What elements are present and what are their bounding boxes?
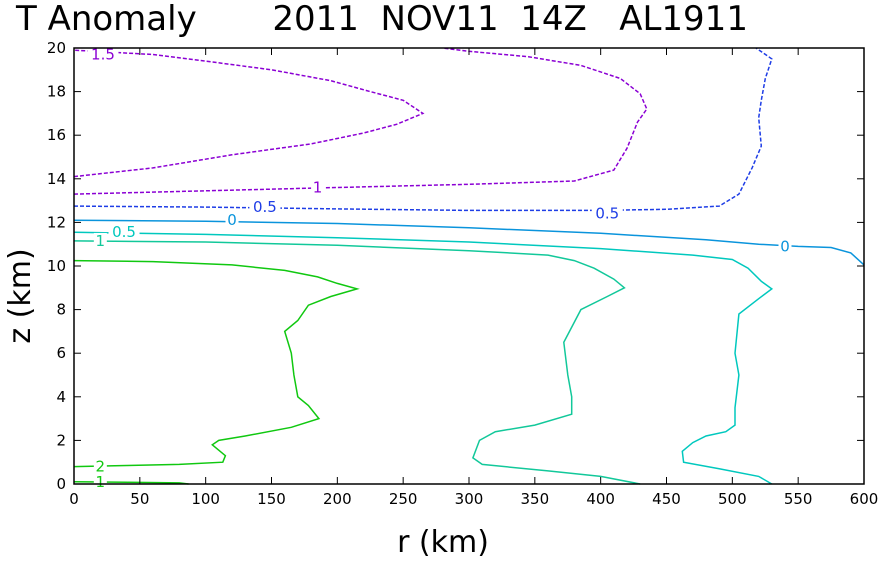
x-tick-label-3: 150 bbox=[257, 490, 286, 508]
y-tick-label-9: 18 bbox=[47, 83, 66, 101]
contour-label-2-0: 0.5 bbox=[253, 198, 277, 216]
x-axis-label: r (km) bbox=[397, 525, 489, 558]
chart-title: T Anomaly 2011 NOV11 14Z AL1911 bbox=[15, 0, 748, 39]
x-tick-label-12: 600 bbox=[850, 490, 879, 508]
y-axis-label: z (km) bbox=[3, 248, 38, 343]
x-tick-label-10: 500 bbox=[718, 490, 747, 508]
y-tick-label-1: 2 bbox=[56, 431, 66, 449]
contour-line-0 bbox=[73, 49, 425, 178]
y-tick-label-7: 14 bbox=[47, 170, 66, 188]
x-tick-label-6: 300 bbox=[455, 490, 484, 508]
y-tick-label-8: 16 bbox=[47, 126, 66, 144]
x-tick-label-4: 200 bbox=[323, 490, 352, 508]
contour-line-4 bbox=[73, 231, 774, 485]
y-tick-label-3: 6 bbox=[56, 344, 66, 362]
y-tick-label-10: 20 bbox=[47, 39, 66, 57]
contour-label-bg-1-0 bbox=[311, 179, 325, 196]
x-tick-label-0: 0 bbox=[69, 490, 79, 508]
x-tick-label-8: 400 bbox=[586, 490, 615, 508]
contour-line-2 bbox=[73, 47, 773, 212]
contour-line-6 bbox=[73, 259, 360, 468]
x-tick-label-5: 250 bbox=[389, 490, 418, 508]
x-tick-label-9: 450 bbox=[652, 490, 681, 508]
contour-label-4-0: 0.5 bbox=[112, 223, 136, 241]
y-tick-label-6: 12 bbox=[47, 213, 66, 231]
y-tick-label-2: 4 bbox=[56, 388, 66, 406]
contour-label-2-1: 0.5 bbox=[595, 205, 619, 223]
contour-label-bg-2-0 bbox=[249, 199, 281, 216]
contour-label-bg-3-1 bbox=[778, 238, 792, 255]
contour-label-bg-6-1 bbox=[93, 473, 107, 490]
contour-label-bg-3-0 bbox=[225, 212, 239, 229]
x-tick-label-11: 550 bbox=[784, 490, 813, 508]
contour-label-bg-4-0 bbox=[108, 224, 140, 241]
contour-label-bg-2-1 bbox=[591, 205, 623, 222]
x-tick-label-2: 100 bbox=[191, 490, 220, 508]
y-tick-label-5: 10 bbox=[47, 257, 66, 275]
contour-line-3 bbox=[73, 219, 865, 266]
contour-line-1 bbox=[73, 47, 648, 195]
x-tick-label-7: 350 bbox=[521, 490, 550, 508]
contour-label-bg-5-0 bbox=[93, 232, 107, 249]
contour-label-6-0: 2 bbox=[96, 458, 106, 476]
contour-label-3-0: 0 bbox=[227, 211, 237, 229]
contour-label-bg-6-0 bbox=[93, 458, 107, 475]
y-tick-label-4: 8 bbox=[56, 301, 66, 319]
contour-label-5-0: 1 bbox=[96, 232, 106, 250]
x-tick-label-1: 50 bbox=[130, 490, 149, 508]
y-tick-label-0: 0 bbox=[56, 475, 66, 493]
contour-label-0-0: 1.5 bbox=[91, 46, 115, 64]
contour-label-bg-0-0 bbox=[87, 46, 119, 63]
contour-label-6-1: 1 bbox=[96, 473, 106, 491]
contour-label-1-0: 1 bbox=[313, 179, 323, 197]
contour-line-5 bbox=[73, 240, 641, 485]
contour-label-3-1: 0 bbox=[780, 237, 790, 255]
